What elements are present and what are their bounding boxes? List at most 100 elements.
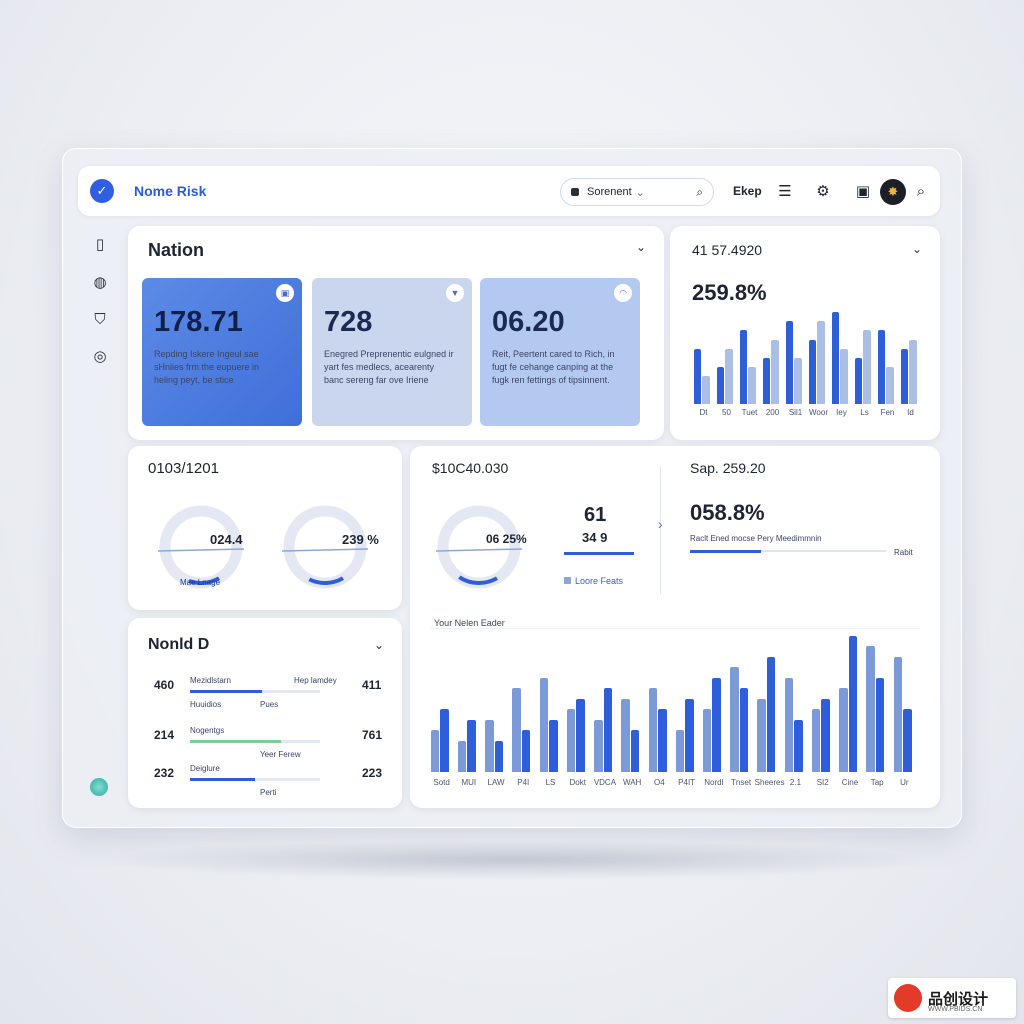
chevron-down-icon[interactable]: ⌄ xyxy=(635,240,646,254)
right-title: Sap. 259.20 xyxy=(690,460,766,476)
row-progress-fill xyxy=(190,740,281,743)
search-icon[interactable]: ⌕ xyxy=(696,184,703,199)
bar xyxy=(839,688,848,772)
kpi-card[interactable]: ◠ 06.20 Reit, Peertent cared to Rich, in… xyxy=(480,278,640,426)
bar xyxy=(594,719,603,772)
tick-label: Tap xyxy=(870,778,884,787)
list-item[interactable]: 460 Mezidlstarn Huuidios Pues Hep lamdey 411 xyxy=(146,676,382,726)
row-tag: Pues xyxy=(260,700,279,709)
bar xyxy=(866,646,875,772)
chevron-down-icon[interactable]: ⌄ xyxy=(911,242,922,256)
calendar-icon[interactable]: ▣ xyxy=(855,183,871,200)
row-right-label: Hep lamdey xyxy=(294,676,337,685)
tick-label: Iey xyxy=(836,408,847,417)
right-value: 058.8% xyxy=(690,500,765,525)
x-axis: Dt 50 Tuet 200 Sil1 Woor Iey Ls Fen Id xyxy=(692,408,922,420)
tick-label: Dt xyxy=(699,408,708,417)
donut-value: 024.4 xyxy=(210,532,243,547)
row-tag: Perti xyxy=(260,788,277,797)
bar xyxy=(875,677,885,772)
tick-label: LAW xyxy=(487,778,505,787)
world-icon[interactable]: ◎ xyxy=(93,348,107,365)
bar xyxy=(539,677,549,772)
bar xyxy=(855,358,863,404)
tick-label: Nordl xyxy=(704,778,724,787)
bar xyxy=(901,348,909,404)
kpi-value: 06.20 xyxy=(492,306,565,338)
bar xyxy=(549,719,558,772)
shield-icon[interactable]: ⛉ xyxy=(94,310,106,328)
divider xyxy=(660,466,661,594)
menu-icon[interactable]: ☰ xyxy=(778,183,792,200)
kpi-card[interactable]: ▼ 728 Enegred Preprenentic eulgned ir ya… xyxy=(312,278,472,426)
bar xyxy=(648,688,657,772)
globe-icon[interactable]: ◍ xyxy=(93,274,107,291)
bar xyxy=(786,321,794,404)
tick-label: 2.1 xyxy=(789,778,802,787)
legend-label: Loore Feats xyxy=(575,576,624,586)
row-progress-track xyxy=(190,740,320,743)
gear-icon[interactable]: ⚙ xyxy=(816,183,830,200)
donut-track xyxy=(437,505,521,589)
row-sub: Huuidios xyxy=(190,700,222,709)
document-icon[interactable]: ▯ xyxy=(95,236,105,253)
bar xyxy=(771,339,779,404)
bar xyxy=(886,367,894,404)
search-input[interactable]: Sorenent ⌄ ⌕ xyxy=(560,178,714,206)
bar xyxy=(440,709,449,772)
bar xyxy=(694,348,702,404)
donut-arc xyxy=(441,509,517,585)
donut-arc xyxy=(287,509,363,585)
bar xyxy=(621,698,630,772)
bar xyxy=(811,709,821,772)
row-progress-track xyxy=(190,690,320,693)
bar xyxy=(909,339,917,404)
tick-label: Sil1 xyxy=(788,408,803,417)
kpi-card[interactable]: ▣ 178.71 Repding Iskere Ingeul sae sHnli… xyxy=(142,278,302,426)
top-label[interactable]: Ekep xyxy=(733,184,762,198)
bar xyxy=(848,636,858,772)
donut-value: 06 25% xyxy=(486,532,527,546)
tick-label: Dokt xyxy=(569,778,586,787)
chart-label: Your Nelen Eader xyxy=(434,618,505,628)
donut-baseline xyxy=(435,548,523,552)
row-tag: Yeer Ferew xyxy=(260,750,301,759)
kpi-desc: Enegred Preprenentic eulgned ir yart fes… xyxy=(324,349,454,385)
tick-label: Id xyxy=(907,408,914,417)
chevron-down-icon[interactable]: ⌄ xyxy=(373,638,384,652)
card-title: 0103/1201 xyxy=(148,460,219,477)
bar xyxy=(717,367,725,404)
search-icon[interactable]: ⌕ xyxy=(916,182,926,200)
bar xyxy=(630,730,640,772)
chevron-right-icon[interactable]: › xyxy=(658,516,663,532)
bar xyxy=(903,709,912,772)
tick-label: VDCA xyxy=(593,778,617,787)
bar xyxy=(763,358,771,404)
donut-chart xyxy=(157,505,245,589)
bar-chart xyxy=(692,312,922,404)
bar xyxy=(893,656,902,772)
bar xyxy=(740,330,748,404)
status-orb-icon[interactable] xyxy=(90,778,108,796)
tick-label: Fen xyxy=(880,408,895,417)
bar xyxy=(730,667,739,772)
tick-label: 50 xyxy=(722,408,731,417)
app-logo-icon[interactable]: ✓ xyxy=(90,179,114,203)
avatar[interactable]: ✸ xyxy=(880,179,906,205)
donut-track xyxy=(283,505,367,589)
amount-title: $10C40.030 xyxy=(432,460,509,476)
row-progress-fill xyxy=(190,690,262,693)
kpi-value: 178.71 xyxy=(154,306,243,338)
tick-label: Tnset xyxy=(731,778,752,787)
row-right-value: 761 xyxy=(362,728,383,742)
grid-line xyxy=(430,628,920,629)
list-item[interactable]: 214 Nogentgs Yeer Ferew 761 xyxy=(146,726,382,776)
bar xyxy=(766,656,776,772)
tick-label: O4 xyxy=(654,778,665,787)
list-item[interactable]: 232 Deiglure Perti 223 xyxy=(146,764,382,814)
bar xyxy=(878,330,886,404)
bar xyxy=(809,339,817,404)
tick-label: Sotd xyxy=(433,778,450,787)
row-left-value: 232 xyxy=(154,766,175,780)
progress-fill xyxy=(690,550,761,553)
